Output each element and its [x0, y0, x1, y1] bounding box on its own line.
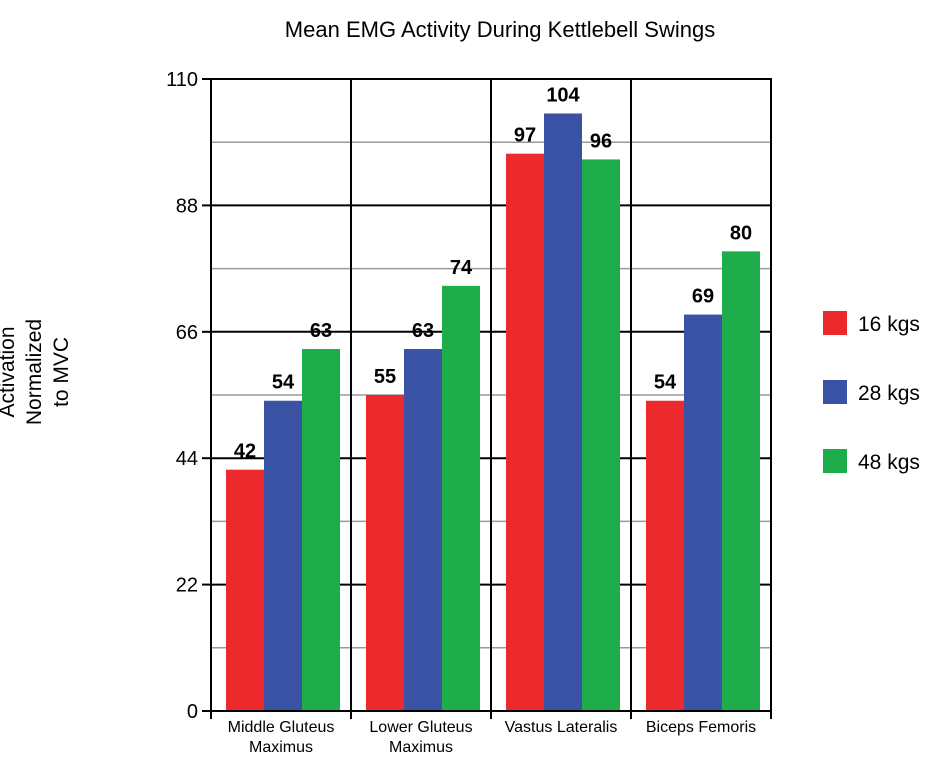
- y-tick-label: 66: [176, 322, 198, 344]
- legend-swatch: [823, 449, 847, 473]
- data-label: 97: [514, 125, 536, 147]
- bar: [646, 400, 684, 711]
- bar: [404, 349, 442, 711]
- bar: [544, 113, 582, 712]
- y-tick-label: 110: [166, 69, 198, 91]
- data-label: 63: [310, 320, 332, 342]
- data-label: 104: [546, 84, 580, 106]
- data-label: 55: [374, 366, 396, 388]
- data-label: 96: [590, 130, 612, 152]
- y-axis-label-line: Activation: [0, 326, 19, 417]
- data-label: 63: [412, 320, 434, 342]
- data-label: 69: [692, 286, 714, 308]
- bar: [684, 314, 722, 711]
- y-axis-label: % MeanMuscleActivationNormalizedto MVC: [0, 319, 73, 425]
- bar: [722, 251, 760, 711]
- y-tick-label: 88: [176, 195, 198, 217]
- y-tick-label: 22: [176, 575, 198, 597]
- bar: [226, 469, 264, 711]
- data-label: 74: [450, 257, 473, 279]
- bars: [226, 113, 760, 712]
- data-label: 54: [272, 372, 295, 394]
- bar: [506, 153, 544, 711]
- legend-label: 16 kgs: [858, 313, 920, 336]
- plot-frame: [210, 78, 772, 719]
- category-label: Middle Gluteus: [228, 719, 335, 736]
- bar: [582, 159, 620, 711]
- category-label: Vastus Lateralis: [505, 719, 618, 736]
- data-label: 42: [234, 441, 256, 463]
- y-axis-label-line: to MVC: [50, 337, 73, 407]
- legend-swatch: [823, 380, 847, 404]
- legend: 16 kgs 28 kgs 48 kgs: [823, 311, 920, 474]
- y-tick-label: 0: [187, 701, 198, 723]
- plot-border: [210, 78, 772, 712]
- category-label: Maximus: [389, 739, 453, 756]
- data-label: 80: [730, 222, 752, 244]
- y-tick-label: 44: [176, 448, 198, 470]
- data-label: 54: [654, 372, 677, 394]
- legend-label: 48 kgs: [858, 451, 920, 474]
- category-label: Lower Gluteus: [369, 719, 472, 736]
- category-label: Biceps Femoris: [646, 719, 756, 736]
- bar: [264, 400, 302, 711]
- bar: [366, 395, 404, 711]
- x-axis-categories: Middle Gluteus Maximus Lower Gluteus Maximu…: [228, 719, 756, 756]
- bar: [442, 285, 480, 711]
- bar: [302, 349, 340, 711]
- y-axis-ticks: 0 22 44 66 88 110: [166, 69, 211, 723]
- chart-title: Mean EMG Activity During Kettlebell Swin…: [285, 17, 715, 42]
- y-axis-label-line: Normalized: [23, 319, 46, 425]
- category-label: Maximus: [249, 739, 313, 756]
- legend-swatch: [823, 311, 847, 335]
- data-labels: 42 54 63 55 63 74 97 104 96 54 69 80: [234, 84, 752, 462]
- legend-label: 28 kgs: [858, 382, 920, 405]
